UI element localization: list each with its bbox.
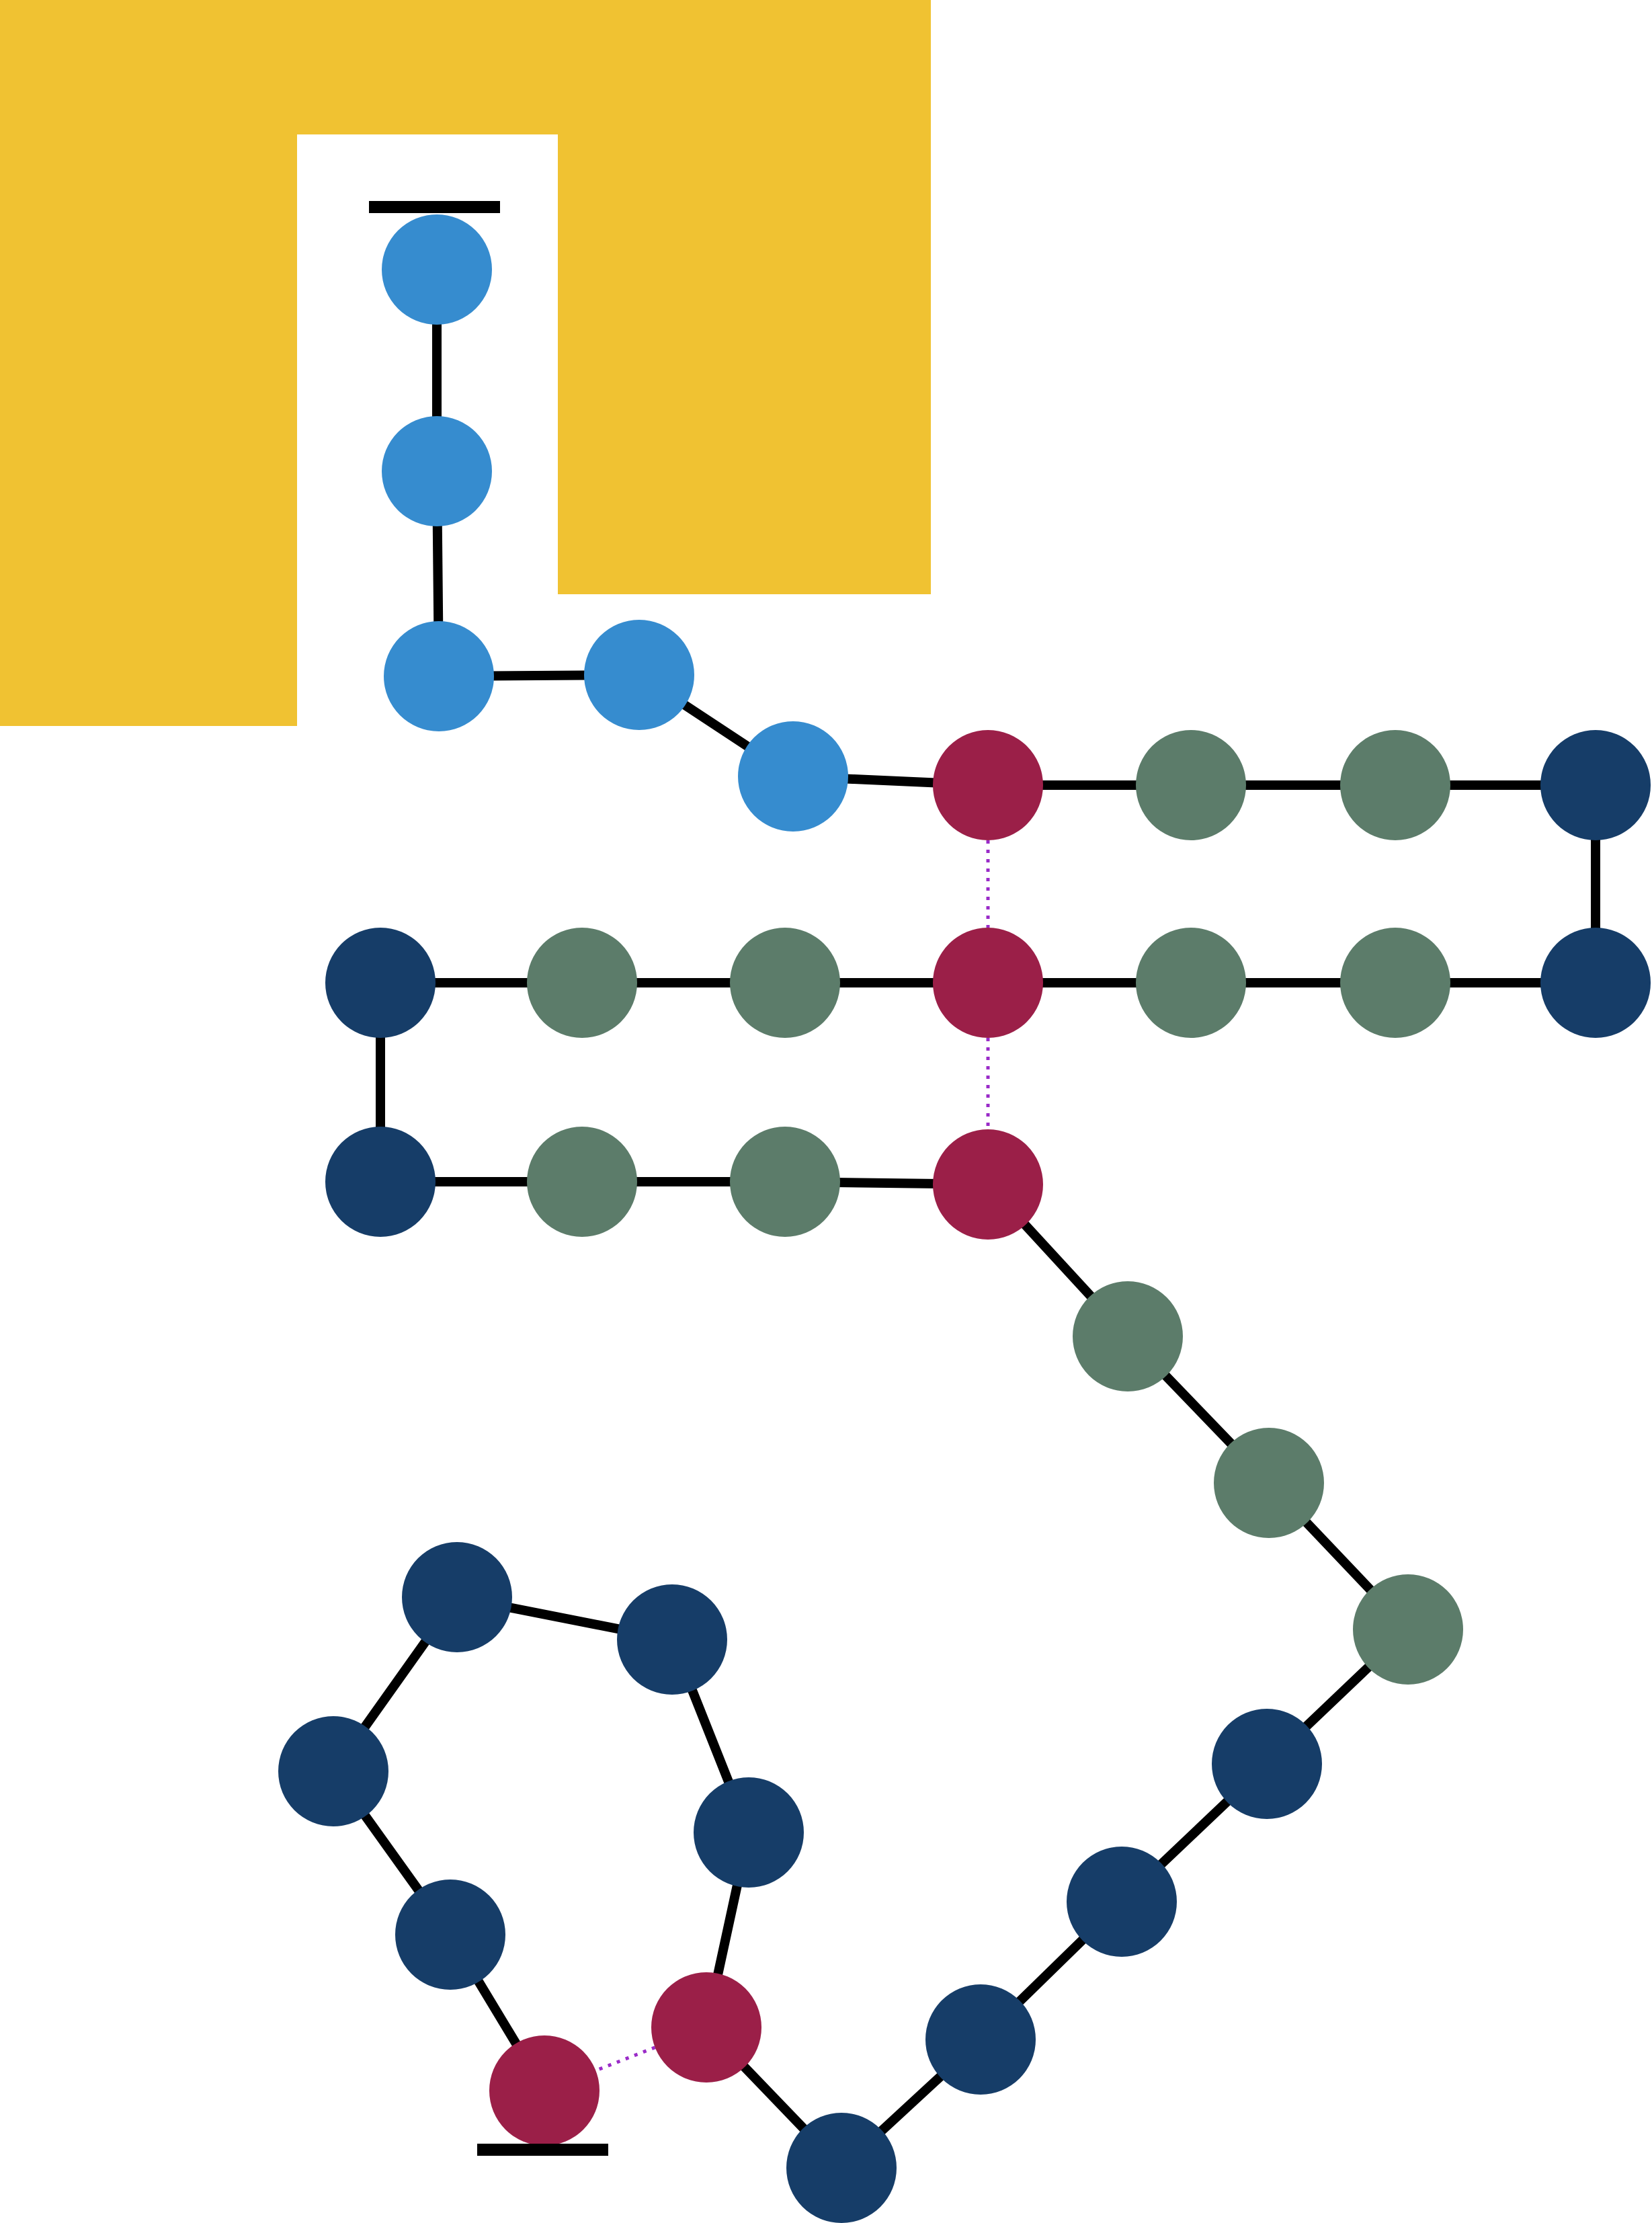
residue-green (730, 928, 840, 1038)
residue-green (527, 1127, 637, 1237)
residue-crimson (651, 1972, 761, 2083)
residue-navy (1540, 730, 1651, 840)
residue-navy (325, 928, 436, 1038)
residue-green (1214, 1428, 1324, 1538)
residue-green (1073, 1281, 1183, 1391)
residue-navy (325, 1127, 436, 1237)
residue-crimson (489, 2035, 600, 2146)
residue-green (1340, 928, 1450, 1038)
residues (278, 214, 1651, 2223)
residue-light-blue (384, 621, 494, 731)
residue-navy (1540, 928, 1651, 1038)
residue-navy (694, 1777, 804, 1888)
membrane-region (0, 0, 931, 726)
residue-light-blue (584, 620, 694, 730)
residue-light-blue (382, 214, 492, 325)
residue-navy (395, 1880, 505, 1990)
residue-green (1340, 730, 1450, 840)
interaction-links (595, 840, 990, 2072)
residue-crimson (933, 1129, 1043, 1240)
residue-navy (786, 2113, 897, 2223)
residue-navy (278, 1716, 388, 1826)
residue-crimson (933, 928, 1043, 1038)
residue-navy (1212, 1709, 1322, 1819)
residue-navy (402, 1542, 512, 1652)
membrane-block (0, 0, 931, 726)
residue-green (1353, 1574, 1463, 1685)
residue-light-blue (738, 721, 848, 832)
chain-termini (369, 201, 608, 2156)
residue-light-blue (382, 416, 492, 526)
residue-green (1136, 928, 1246, 1038)
residue-green (730, 1127, 840, 1237)
residue-navy (1067, 1847, 1177, 1957)
residue-navy (925, 1984, 1036, 2095)
residue-green (527, 928, 637, 1038)
residue-crimson (933, 730, 1043, 840)
residue-green (1136, 730, 1246, 840)
residue-navy (617, 1584, 727, 1695)
interaction-link (595, 2046, 656, 2072)
